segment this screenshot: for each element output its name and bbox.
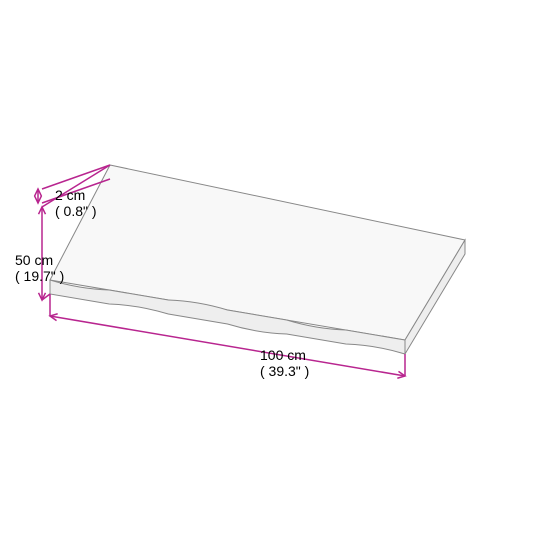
dimension-diagram: 100 cm( 39.3" ) 50 cm( 19.7" ) 2 cm( 0.8" … (0, 0, 540, 540)
depth-label: 50 cm( 19.7" ) (15, 252, 64, 284)
shelf-top-face (50, 165, 465, 340)
thickness-label-cm: 2 cm (55, 187, 85, 203)
depth-label-in: ( 19.7" ) (15, 268, 64, 284)
width-label-cm: 100 cm (260, 347, 306, 363)
thickness-label-in: ( 0.8" ) (55, 203, 97, 219)
width-label: 100 cm( 39.3" ) (260, 347, 309, 379)
thickness-label: 2 cm( 0.8" ) (55, 187, 97, 219)
width-label-in: ( 39.3" ) (260, 363, 309, 379)
depth-label-cm: 50 cm (15, 252, 53, 268)
